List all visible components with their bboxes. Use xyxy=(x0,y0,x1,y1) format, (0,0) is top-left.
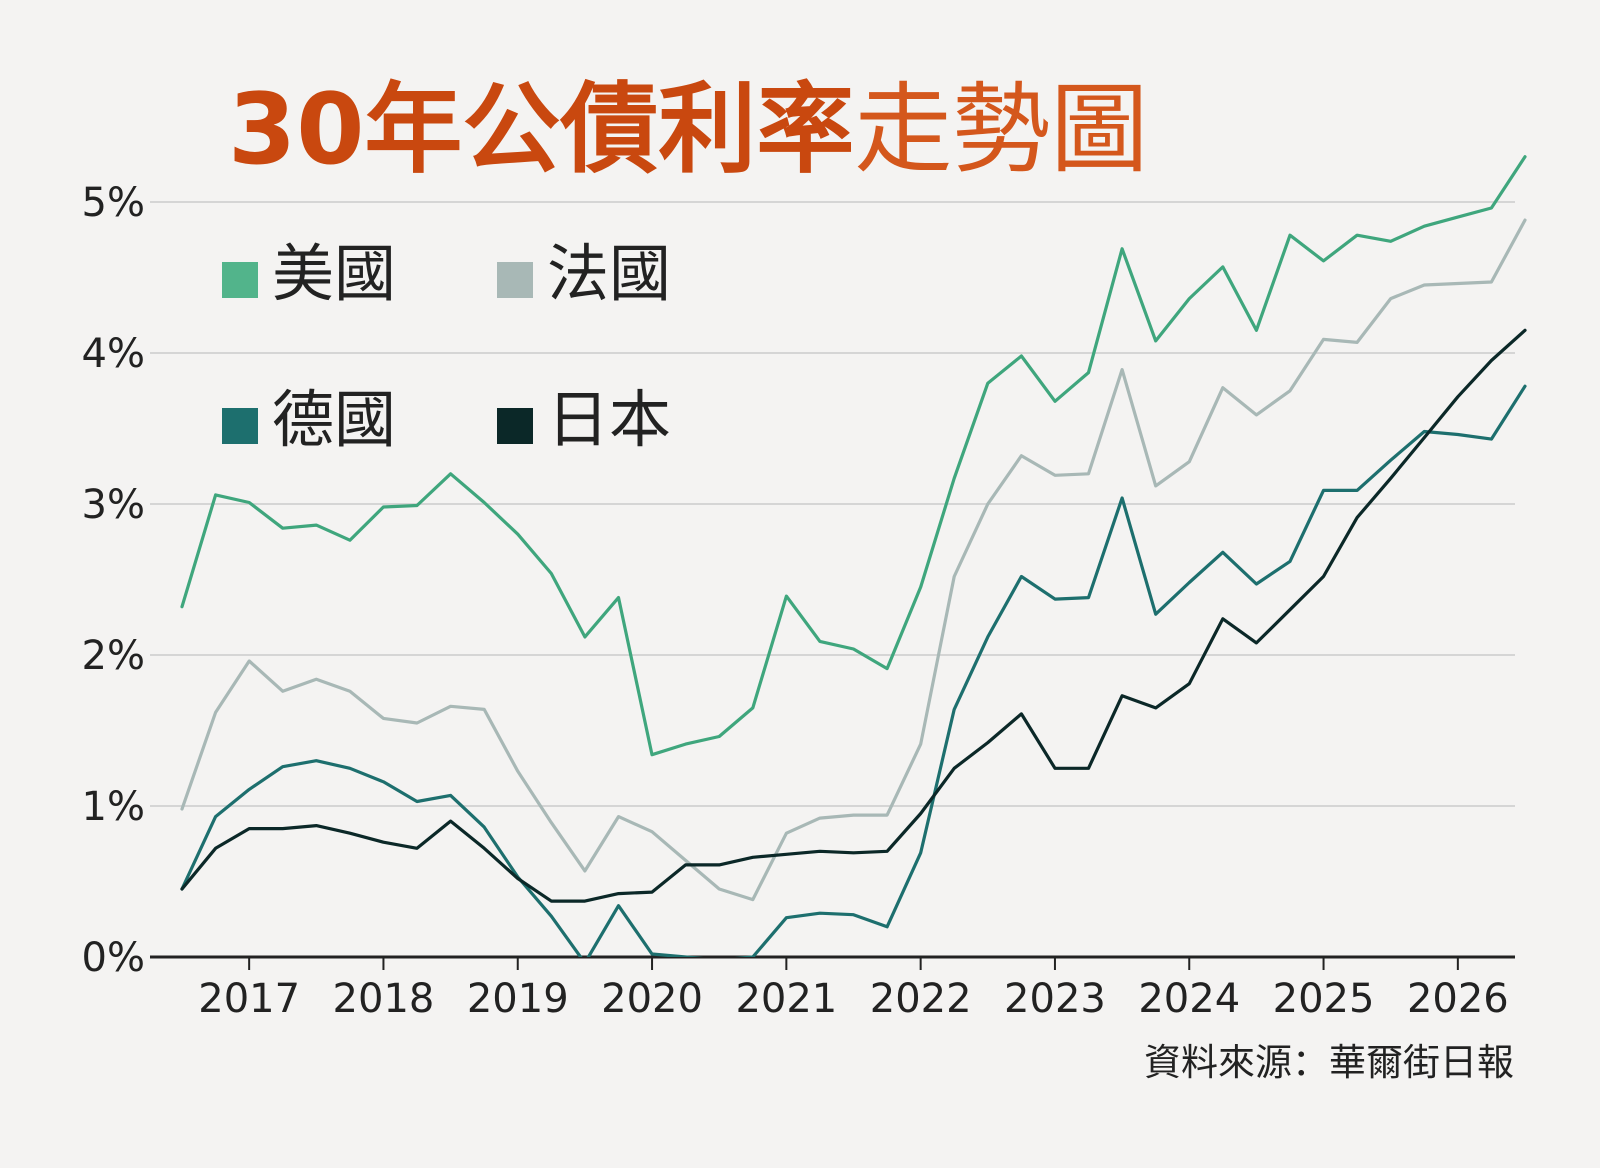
plot-lines xyxy=(180,155,1527,957)
series-line-美國 xyxy=(180,155,1527,757)
legend-label: 美國 xyxy=(272,237,396,310)
x-tick-label: 2026 xyxy=(1407,976,1509,1022)
series-line-日本 xyxy=(180,328,1527,903)
legend-label: 德國 xyxy=(272,383,396,456)
x-tick-label: 2019 xyxy=(467,976,569,1022)
x-tick-label: 2022 xyxy=(870,976,972,1022)
x-tick-label: 2024 xyxy=(1138,976,1240,1022)
legend-swatch xyxy=(222,262,258,298)
x-tick-label: 2018 xyxy=(333,976,435,1022)
y-tick-label: 4% xyxy=(82,331,145,377)
legend-label: 日本 xyxy=(547,383,671,456)
y-axis: 0% 1% 2% 3% 4% 5% xyxy=(82,180,145,981)
y-tick-label: 0% xyxy=(82,935,145,981)
legend-swatch xyxy=(222,408,258,444)
y-tick-label: 2% xyxy=(82,633,145,679)
series-line-德國 xyxy=(180,384,1527,957)
legend-swatch xyxy=(497,262,533,298)
x-axis: 2017 2018 2019 2020 2021 2022 2023 2024 2025 2026 xyxy=(150,955,1515,1022)
grid xyxy=(150,201,1515,807)
chart-title-bold: 30年公債利率 xyxy=(228,73,854,187)
legend-swatch xyxy=(497,408,533,444)
x-tick-label: 2017 xyxy=(198,976,300,1022)
x-tick-label: 2020 xyxy=(601,976,703,1022)
x-tick-label: 2023 xyxy=(1004,976,1106,1022)
source-note: 資料來源：華爾街日報 xyxy=(1144,1041,1514,1084)
y-tick-label: 5% xyxy=(82,180,145,226)
y-tick-label: 3% xyxy=(82,482,145,528)
series-line-法國 xyxy=(180,218,1527,902)
chart-title-light: 走勢圖 xyxy=(854,73,1148,187)
x-tick-label: 2021 xyxy=(735,976,837,1022)
chart-title: 30年公債利率走勢圖 xyxy=(228,73,1148,187)
legend-label: 法國 xyxy=(547,237,671,310)
y-tick-label: 1% xyxy=(82,784,145,830)
x-tick-label: 2025 xyxy=(1273,976,1375,1022)
